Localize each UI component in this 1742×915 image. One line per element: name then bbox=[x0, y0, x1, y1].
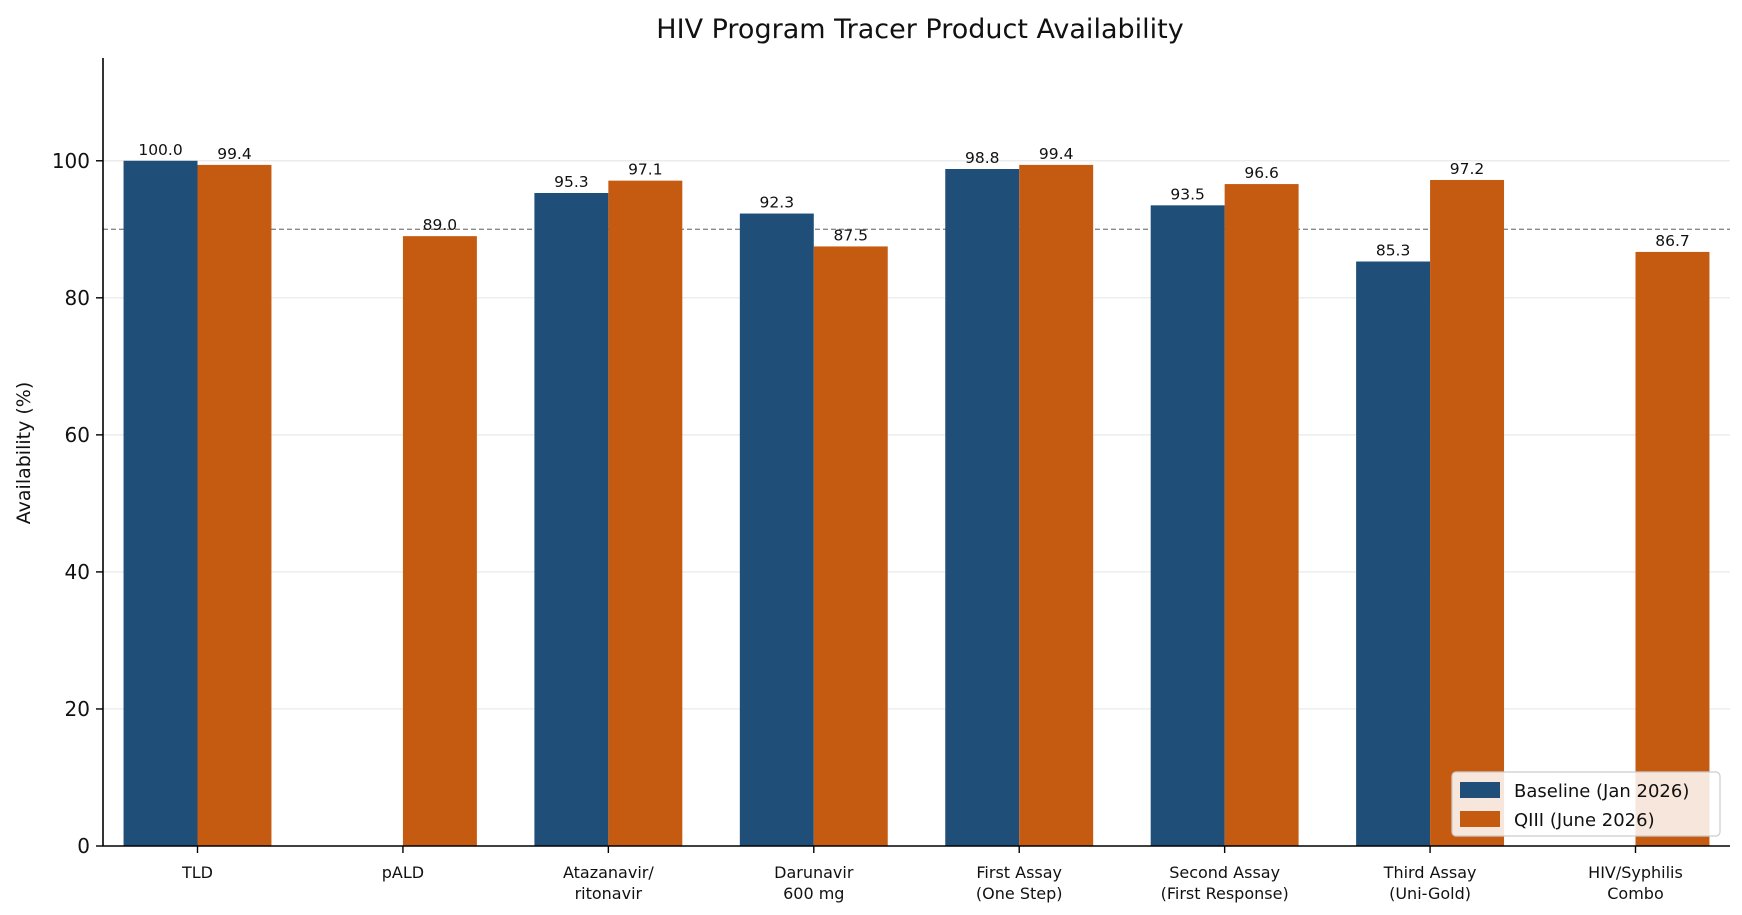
data-label: 93.5 bbox=[1170, 185, 1205, 203]
legend-swatch bbox=[1460, 811, 1500, 827]
y-tick-label: 100 bbox=[52, 149, 90, 173]
x-tick-label: TLD bbox=[181, 863, 213, 882]
data-label: 98.8 bbox=[965, 149, 1000, 167]
data-label: 99.4 bbox=[217, 145, 252, 163]
x-tick-label: Third Assay (Uni-Gold) bbox=[1383, 863, 1477, 903]
legend-swatch bbox=[1460, 782, 1500, 798]
bar bbox=[1150, 205, 1225, 847]
bar bbox=[1356, 261, 1431, 847]
x-tick-label: First Assay (One Step) bbox=[976, 863, 1063, 903]
data-label: 97.2 bbox=[1450, 160, 1485, 178]
data-label: 89.0 bbox=[423, 216, 458, 234]
bar bbox=[123, 160, 198, 847]
data-label: 92.3 bbox=[760, 194, 795, 212]
data-label: 100.0 bbox=[138, 141, 182, 159]
bar bbox=[1430, 179, 1505, 846]
data-label: 86.7 bbox=[1655, 232, 1690, 250]
bar bbox=[534, 192, 609, 847]
y-tick-label: 40 bbox=[65, 560, 90, 584]
axes-layer: 0 20 40 60 80 100 TLD pALD Atazanavir/ritonavir D… bbox=[52, 58, 1730, 903]
data-label: 99.4 bbox=[1039, 145, 1074, 163]
bar bbox=[1635, 251, 1710, 847]
data-label: 87.5 bbox=[834, 226, 869, 244]
data-label: 95.3 bbox=[554, 173, 589, 191]
bar bbox=[739, 213, 814, 847]
bar bbox=[813, 246, 888, 846]
bar bbox=[608, 180, 683, 846]
data-label: 97.1 bbox=[628, 161, 663, 179]
x-tick-label: Second Assay (First Response) bbox=[1161, 863, 1289, 903]
legend: Baseline (Jan 2026) QIII (June 2026) bbox=[1451, 771, 1721, 837]
data-label: 85.3 bbox=[1376, 242, 1411, 260]
bar bbox=[402, 236, 477, 847]
y-axis-label: Availability (%) bbox=[13, 382, 35, 524]
bar bbox=[1019, 164, 1094, 846]
x-tick-label: Atazanavir/ritonavir bbox=[563, 863, 654, 903]
x-tick-label: pALD bbox=[382, 863, 424, 882]
bars-layer bbox=[123, 160, 1710, 847]
bar bbox=[1224, 184, 1299, 846]
data-label: 96.6 bbox=[1244, 164, 1279, 182]
legend-label: Baseline (Jan 2026) bbox=[1514, 781, 1689, 802]
y-tick-label: 80 bbox=[65, 286, 90, 310]
bar bbox=[197, 164, 272, 846]
y-tick-label: 60 bbox=[65, 423, 90, 447]
chart-title: HIV Program Tracer Product Availability bbox=[656, 14, 1183, 45]
data-labels-layer: 100.0 95.3 92.3 98.8 93.5 85.3 99.4 89.0 97.1 87.… bbox=[138, 141, 1689, 260]
x-tick-label: Darunavir 600 mg bbox=[774, 863, 854, 903]
y-tick-label: 0 bbox=[77, 834, 90, 858]
legend-box bbox=[1451, 771, 1721, 837]
bar bbox=[945, 169, 1020, 846]
x-tick-label: HIV/Syphilis Combo bbox=[1588, 863, 1683, 903]
y-tick-label: 20 bbox=[65, 697, 90, 721]
legend-label: QIII (June 2026) bbox=[1514, 810, 1655, 831]
